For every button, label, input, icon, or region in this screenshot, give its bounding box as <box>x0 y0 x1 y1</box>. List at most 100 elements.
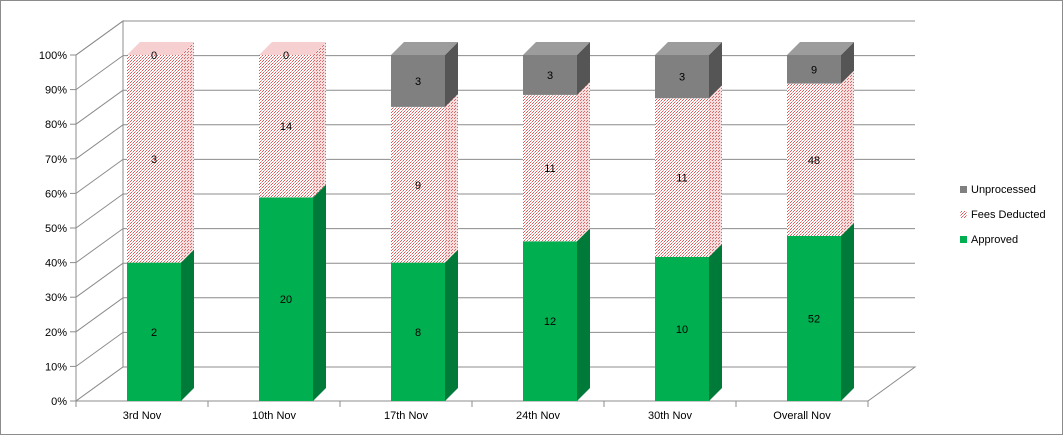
y-tick-label: 60% <box>45 188 67 200</box>
gridline-diagonal <box>75 89 124 125</box>
bar-top-fees-deducted <box>259 42 326 55</box>
bar-approved <box>391 262 445 401</box>
data-label-fees-deducted: 14 <box>280 121 292 133</box>
bar-top-unprocessed <box>655 42 722 55</box>
gridline-diagonal <box>75 124 124 160</box>
data-label-fees-deducted: 48 <box>808 155 820 167</box>
gridline-diagonal <box>75 331 124 367</box>
bar-stack-17th-nov <box>391 42 458 401</box>
legend-label-unprocessed: Unprocessed <box>971 184 1036 196</box>
y-tick-label: 100% <box>39 50 67 62</box>
data-label-approved: 10 <box>676 324 688 336</box>
y-tick-label: 40% <box>45 258 67 270</box>
legend-swatch-unprocessed <box>960 186 967 193</box>
bar-approved <box>655 256 709 401</box>
bar-unprocessed <box>787 55 841 84</box>
bar-side-fees-deducted <box>709 85 722 257</box>
bar-side-approved <box>709 243 722 401</box>
data-label-approved: 20 <box>280 294 292 306</box>
data-label-unprocessed: 0 <box>151 50 157 62</box>
data-label-approved: 52 <box>808 313 820 325</box>
bar-top-unprocessed <box>391 42 458 55</box>
x-tick-label-10th-nov: 10th Nov <box>252 410 297 422</box>
bar-side-unprocessed <box>577 42 590 95</box>
y-tick-label: 0% <box>51 396 67 408</box>
y-tick-label: 70% <box>45 154 67 166</box>
x-tick-label-24th-nov: 24th Nov <box>516 410 561 422</box>
data-label-unprocessed: 3 <box>415 76 421 88</box>
gridline-diagonal <box>75 55 124 91</box>
bar-side-fees-deducted <box>445 93 458 263</box>
bar-top-fees-deducted <box>127 42 194 55</box>
data-label-unprocessed: 9 <box>811 64 817 76</box>
gridlines <box>75 20 915 367</box>
gridline-diagonal <box>75 262 124 298</box>
bar-approved <box>127 262 181 401</box>
bar-stack-24th-nov <box>523 42 590 401</box>
data-label-approved: 12 <box>544 316 556 328</box>
bar-fees-deducted <box>391 106 445 263</box>
y-tick-label: 80% <box>45 119 67 131</box>
data-label-fees-deducted: 11 <box>544 163 555 175</box>
bar-side-approved <box>577 228 590 401</box>
bar-fees-deducted <box>259 55 313 198</box>
data-label-approved: 2 <box>151 327 157 339</box>
x-tick-label-17th-nov: 17th Nov <box>384 410 429 422</box>
bar-side-approved <box>181 249 194 401</box>
y-tick-label: 50% <box>45 223 67 235</box>
bar-fees-deducted <box>655 98 709 257</box>
y-tick-label: 10% <box>45 361 67 373</box>
data-labels: 2 3 0 20 14 0 8 9 3 12 11 3 10 11 3 52 48 9 <box>151 50 820 339</box>
gridline-diagonal <box>75 228 124 264</box>
bar-side-unprocessed <box>709 42 722 99</box>
legend-label-fees-deducted: Fees Deducted <box>971 209 1046 221</box>
bar-side-approved <box>445 249 458 401</box>
bar-stack-30th-nov <box>655 42 722 401</box>
gridline-diagonal <box>75 158 124 194</box>
data-label-fees-deducted: 11 <box>676 173 687 185</box>
bar-side-fees-deducted <box>181 42 194 263</box>
bar-side-approved <box>313 184 326 401</box>
bar-stack-overall-nov <box>787 42 854 401</box>
y-tick-label: 30% <box>45 292 67 304</box>
data-label-fees-deducted: 3 <box>151 154 157 166</box>
data-label-unprocessed: 3 <box>547 70 553 82</box>
data-label-approved: 8 <box>415 327 421 339</box>
bar-stack-10th-nov <box>259 42 326 401</box>
legend: Unprocessed Fees Deducted Approved <box>960 184 1046 246</box>
gridline-diagonal <box>75 193 124 229</box>
x-tick-label-3rd-nov: 3rd Nov <box>123 410 162 422</box>
legend-label-approved: Approved <box>971 234 1018 246</box>
bar-side-unprocessed <box>445 42 458 107</box>
bar-side-fees-deducted <box>841 70 854 236</box>
bar-side-fees-deducted <box>577 81 590 242</box>
bar-side-fees-deducted <box>313 42 326 198</box>
y-tick-label: 90% <box>45 85 67 97</box>
bar-fees-deducted <box>523 94 577 242</box>
bar-top-unprocessed <box>787 42 854 55</box>
bar-approved <box>259 197 313 401</box>
x-tick-label-overall-nov: Overall Nov <box>773 410 831 422</box>
bar-side-approved <box>841 222 854 401</box>
bar-unprocessed <box>655 55 709 99</box>
gridline-diagonal <box>75 20 124 56</box>
bar-stack-3rd-nov <box>127 42 194 401</box>
data-label-unprocessed: 3 <box>679 72 685 84</box>
bar-top-unprocessed <box>523 42 590 55</box>
data-label-fees-deducted: 9 <box>415 180 421 192</box>
bar-side-unprocessed <box>841 42 854 84</box>
bar-fees-deducted <box>127 55 181 263</box>
bar-fees-deducted <box>787 83 841 236</box>
bar-approved <box>523 241 577 401</box>
x-axis: 3rd Nov 10th Nov 17th Nov 24th Nov 30th Nov O… <box>75 400 869 422</box>
legend-swatch-approved <box>960 236 967 243</box>
legend-swatch-fees-deducted <box>960 211 967 218</box>
y-axis: 0% 10% 20% 30% 40% 50% 60% 70% 80% 90% 100% <box>39 50 77 408</box>
bar-stack-group <box>127 42 854 401</box>
bar-unprocessed <box>391 55 445 107</box>
gridline-diagonal <box>75 297 124 333</box>
bar-approved <box>787 235 841 401</box>
y-tick-label: 20% <box>45 327 67 339</box>
